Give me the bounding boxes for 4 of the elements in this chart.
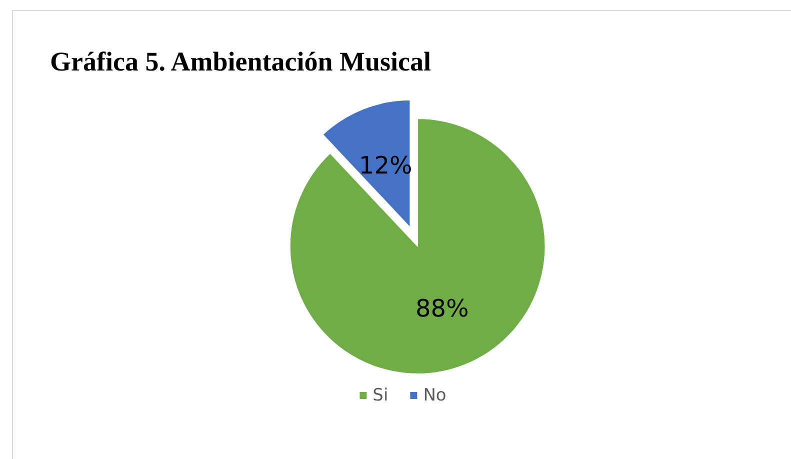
legend-label: No — [423, 386, 446, 406]
legend-label: Si — [372, 386, 388, 406]
chart-title: Gráfica 5. Ambientación Musical — [50, 46, 432, 76]
data-label: 88% — [415, 294, 469, 322]
